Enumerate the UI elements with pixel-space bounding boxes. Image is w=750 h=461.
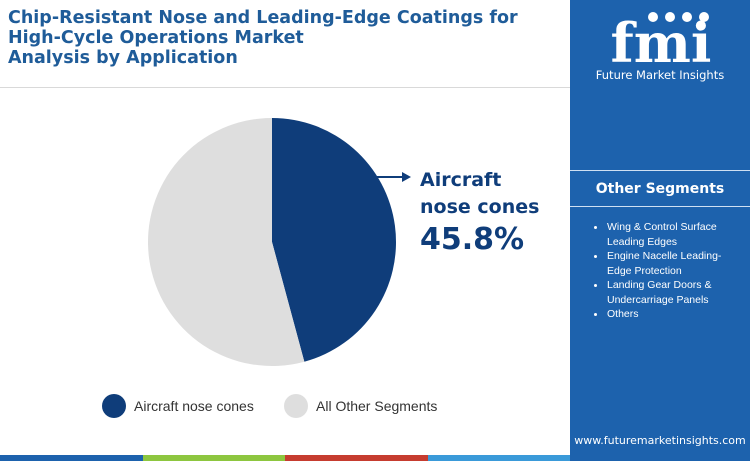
callout-arrow <box>375 172 411 182</box>
brand-tagline: Future Market Insights <box>595 68 725 82</box>
legend-label: All Other Segments <box>316 398 438 414</box>
callout-label-line-1: Aircraft <box>420 169 502 191</box>
callout-value: 45.8% <box>420 222 525 257</box>
bottom-bar-segment <box>427 455 570 461</box>
bottom-bar-segment <box>285 455 428 461</box>
title-line-3: Analysis by Application <box>8 48 238 68</box>
sidebar <box>570 0 750 461</box>
legend-item-aircraft-nose-cones: Aircraft nose cones <box>102 394 254 418</box>
legend-label: Aircraft nose cones <box>134 398 254 414</box>
website-url: www.futuremarketinsights.com <box>574 434 746 447</box>
legend-swatch <box>102 394 126 418</box>
page-title: Chip-Resistant Nose and Leading-Edge Coa… <box>8 8 563 68</box>
logo-text: fmi <box>611 11 712 75</box>
other-segments-heading: Other Segments <box>595 181 725 197</box>
callout-label: Aircraft nose cones <box>420 167 539 221</box>
legend-item-all-other-segments: All Other Segments <box>284 394 437 418</box>
pie-slice-aircraft-nose-cones <box>272 118 396 362</box>
legend-swatch <box>284 394 308 418</box>
fmi-logo: fmi <box>611 11 712 75</box>
other-segments-list: Wing & Control Surface Leading Edges Eng… <box>591 220 741 322</box>
logo-globe-icons <box>648 12 709 22</box>
title-line-1: Chip-Resistant Nose and Leading-Edge Coa… <box>8 8 518 28</box>
bottom-bar-segment <box>0 455 143 461</box>
segment-item: Others <box>591 307 741 322</box>
pie-slice-all-other-segments <box>147 118 305 366</box>
title-line-2: High-Cycle Operations Market <box>8 28 304 48</box>
segment-item: Engine Nacelle Leading-Edge Protection <box>591 249 741 278</box>
sidebar-divider-bottom <box>570 206 750 207</box>
sidebar-divider-top <box>570 170 750 171</box>
bottom-bar-segment <box>142 455 285 461</box>
legend: Aircraft nose cones All Other Segments <box>0 394 570 420</box>
bottom-color-bar <box>0 455 570 461</box>
pie-chart <box>147 118 411 366</box>
segment-item: Wing & Control Surface Leading Edges <box>591 220 741 249</box>
callout-label-line-2: nose cones <box>420 196 540 218</box>
header-divider <box>0 87 570 88</box>
segment-item: Landing Gear Doors & Undercarriage Panel… <box>591 278 741 307</box>
pie-slices <box>147 118 396 366</box>
